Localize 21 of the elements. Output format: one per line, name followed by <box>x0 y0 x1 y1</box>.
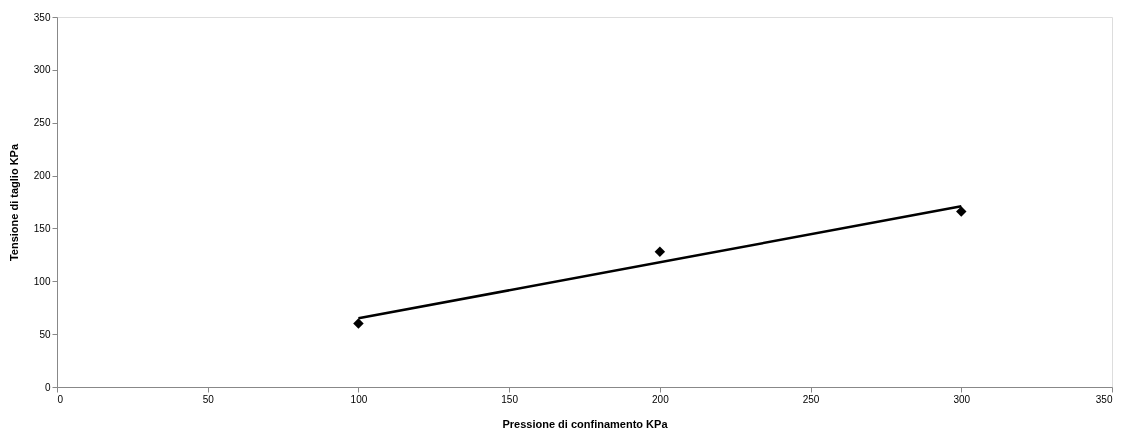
y-tick-label: 300 <box>33 64 51 76</box>
y-tick-label: 100 <box>33 275 51 287</box>
point <box>956 206 967 217</box>
y-tick-label: 200 <box>33 170 51 182</box>
y-tick-label: 0 <box>44 381 51 393</box>
x-tick-label: 50 <box>202 393 215 405</box>
x-tick-label: 300 <box>953 393 971 405</box>
y-tick-label: 250 <box>33 117 51 129</box>
point <box>654 246 666 257</box>
x-tick-label: 250 <box>802 393 820 405</box>
x-tick-label: 0 <box>57 393 64 405</box>
point <box>353 318 364 329</box>
y-tick-label: 350 <box>33 11 51 23</box>
y-tick-label: 150 <box>33 222 51 234</box>
x-tick-label: 200 <box>652 393 670 405</box>
x-tick-label: 350 <box>1095 393 1113 405</box>
x-tick-label: 150 <box>501 393 519 405</box>
y-axis-title: Tensione di taglio KPa <box>7 143 20 262</box>
x-axis-title: Pressione di confinamento KPa <box>502 417 669 430</box>
x-tick-label: 100 <box>350 393 368 405</box>
y-tick-label: 50 <box>39 328 51 340</box>
